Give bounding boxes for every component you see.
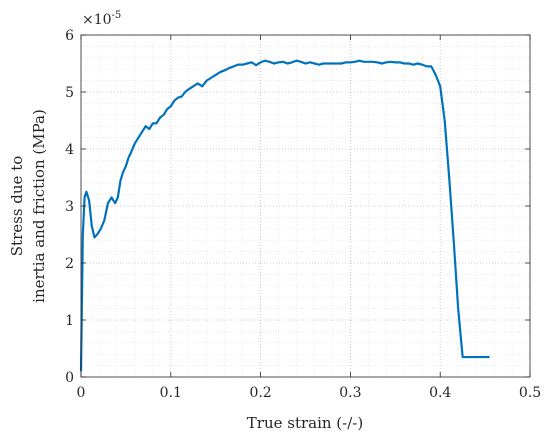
x-tick-labels: 0 0.1 0.2 0.3 0.4 0.5: [77, 385, 542, 401]
x-tick-label: 0.2: [249, 385, 271, 401]
y-tick-labels: 0 1 2 3 4 5 6: [65, 28, 74, 386]
x-tick-label: 0.4: [429, 385, 451, 401]
y-tick-label: 0: [65, 370, 74, 386]
y-axis-label-line2: inertia and friction (MPa): [30, 109, 48, 303]
stress-strain-line: [79, 59, 490, 372]
x-tick-label: 0.1: [160, 385, 182, 401]
y-axis-label-line1: Stress due to: [8, 156, 26, 256]
x-tick-label: 0.3: [339, 385, 361, 401]
y-tick-label: 3: [65, 199, 74, 215]
minor-grid: [81, 35, 530, 377]
y-tick-label: 2: [65, 256, 74, 272]
x-tick-label: 0.5: [519, 385, 541, 401]
y-tick-label: 6: [65, 28, 74, 44]
y-tick-label: 5: [65, 85, 74, 101]
y-exponent-label: ×10-5: [82, 10, 121, 28]
x-tick-label: 0: [77, 385, 86, 401]
axes-box: [80, 34, 531, 378]
y-tick-label: 4: [65, 142, 74, 158]
x-axis-label: True strain (-/-): [247, 414, 363, 432]
y-tick-label: 1: [65, 313, 74, 329]
